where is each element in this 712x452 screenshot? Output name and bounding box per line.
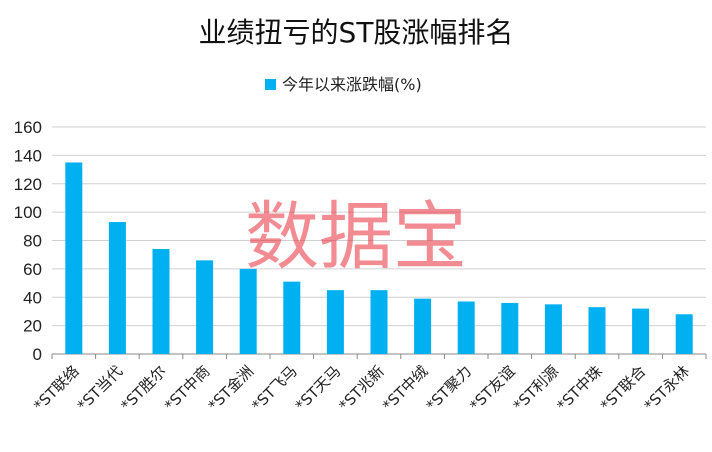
y-tick-label: 140	[14, 146, 42, 165]
x-tick-label: *ST金洲	[205, 362, 257, 414]
bar	[632, 308, 650, 354]
x-tick-label: *ST中珠	[553, 362, 605, 414]
x-tick-label: *ST中绒	[379, 362, 431, 414]
x-tick-label: *ST永林	[641, 362, 693, 414]
y-tick-label: 40	[23, 288, 42, 307]
bar	[588, 307, 606, 354]
y-axis: 0 20 40 60 80 100 120 140 160	[14, 118, 42, 364]
watermark: 数据宝	[245, 194, 467, 280]
x-tick-label: *ST中商	[161, 362, 213, 414]
x-tick-label: *ST联络	[30, 362, 82, 414]
bar	[457, 301, 475, 354]
bar	[108, 222, 126, 354]
bar	[152, 249, 170, 354]
bar	[370, 290, 388, 354]
y-tick-label: 100	[14, 203, 42, 222]
x-tick-label: *ST聚力	[423, 362, 475, 414]
y-tick-label: 120	[14, 175, 42, 194]
x-tick-label: *ST友谊	[466, 362, 518, 414]
bar	[501, 302, 519, 354]
x-tick-label: *ST天马	[292, 362, 344, 414]
bar	[326, 290, 344, 354]
x-tick-label: *ST兆新	[335, 362, 387, 414]
y-tick-label: 20	[23, 317, 42, 336]
bar	[196, 260, 214, 354]
bars	[65, 162, 693, 354]
x-tick-label: *ST当代	[74, 362, 126, 414]
x-tick-label: *ST利源	[510, 362, 562, 414]
bar	[544, 304, 562, 354]
y-tick-label: 160	[14, 118, 42, 137]
legend-swatch	[265, 79, 276, 90]
chart-title: 业绩扭亏的ST股涨幅排名	[199, 16, 514, 49]
x-tick-label: *ST联合	[597, 362, 649, 414]
bar	[239, 268, 257, 354]
y-tick-label: 80	[23, 232, 42, 251]
legend-label: 今年以来涨跌幅(%)	[282, 75, 422, 94]
y-tick-label: 0	[33, 345, 42, 364]
x-tick-label: *ST飞马	[248, 362, 300, 414]
bar	[283, 281, 301, 354]
legend: 今年以来涨跌幅(%)	[265, 75, 422, 94]
x-axis: *ST联络*ST当代*ST胜尔*ST中商*ST金洲*ST飞马*ST天马*ST兆新…	[30, 354, 707, 415]
bar	[414, 298, 432, 354]
x-tick-label: *ST胜尔	[117, 362, 169, 414]
y-tick-label: 60	[23, 260, 42, 279]
bar	[675, 314, 693, 354]
bar	[65, 162, 83, 354]
